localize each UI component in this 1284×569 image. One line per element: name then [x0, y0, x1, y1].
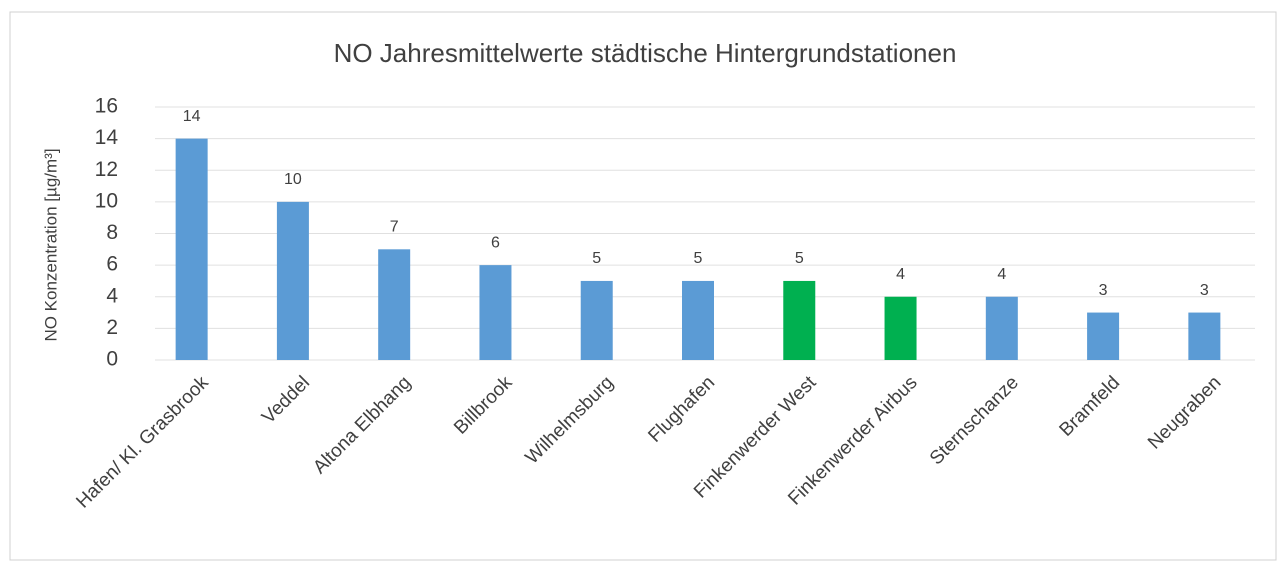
y-tick-label: 10	[95, 189, 118, 212]
y-tick-label: 2	[106, 316, 118, 339]
data-label: 7	[390, 219, 399, 236]
bar	[1087, 312, 1120, 360]
y-tick-label: 8	[106, 221, 118, 244]
chart-title: NO Jahresmittelwerte städtische Hintergr…	[334, 38, 957, 68]
bar	[682, 280, 714, 360]
bar	[378, 249, 411, 360]
data-label: 10	[284, 171, 302, 188]
y-tick-label: 14	[95, 126, 119, 149]
data-label: 3	[1200, 282, 1209, 299]
data-label: 5	[592, 250, 601, 267]
y-tick-label: 0	[106, 348, 118, 371]
y-tick-label: 16	[95, 95, 118, 118]
data-label: 4	[997, 266, 1006, 283]
data-label: 3	[1099, 282, 1108, 299]
data-label: 5	[694, 250, 703, 267]
y-tick-label: 12	[95, 158, 118, 181]
bar	[479, 265, 512, 360]
y-axis-label: NO Konzentration [µg/m³]	[41, 148, 60, 341]
y-tick-label: 6	[106, 253, 118, 276]
data-label: 14	[183, 108, 201, 125]
bar	[175, 138, 208, 360]
bar	[985, 296, 1018, 360]
bar	[1188, 312, 1221, 360]
data-label: 4	[896, 266, 905, 283]
chart-border	[9, 11, 1277, 561]
bar	[884, 296, 917, 360]
data-label: 6	[491, 234, 500, 251]
bar	[783, 280, 816, 360]
bar	[580, 280, 613, 360]
data-label: 5	[795, 250, 804, 267]
bar	[276, 201, 309, 360]
y-tick-label: 4	[106, 284, 118, 307]
